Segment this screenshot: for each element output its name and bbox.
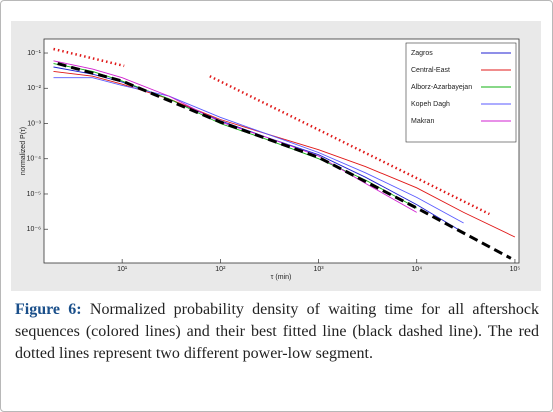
legend-label: Makran [411,118,434,125]
y-tick-label: 10⁻¹ [27,50,41,57]
caption-label: Figure 6: [15,301,82,318]
y-tick-label: 10⁻⁵ [27,191,41,198]
legend-label: Zagros [411,50,433,57]
y-tick-label: 10⁻⁶ [27,226,41,233]
fit-line [53,47,125,68]
x-tick-label: 10⁵ [510,266,521,273]
x-tick-label: 10¹ [117,266,128,273]
x-tick-label: 10² [215,266,226,273]
legend-label: Central-East [411,67,450,74]
y-tick-label: 10⁻⁴ [27,156,42,163]
legend-label: Kopeh Dagh [411,101,450,108]
y-axis-label: normalized P(τ) [20,127,27,175]
legend-box [405,42,517,143]
x-tick-label: 10⁴ [411,266,422,273]
caption-text: Normalized probability density of waitin… [15,301,539,362]
fit-line [57,62,512,260]
legend-label: Alborz-Azarbayejan [411,84,472,91]
series-line [53,77,464,224]
y-tick-label: 10⁻³ [27,120,41,127]
y-tick-label: 10⁻² [27,85,41,92]
chart: τ (min) normalized P(τ) 10¹ 10² 10³ 10⁴ 10⁵ 1… [11,21,541,291]
x-axis-label: τ (min) [271,274,292,281]
x-tick-label: 10³ [313,266,324,273]
caption: Figure 6: Normalized probability density… [15,299,539,365]
